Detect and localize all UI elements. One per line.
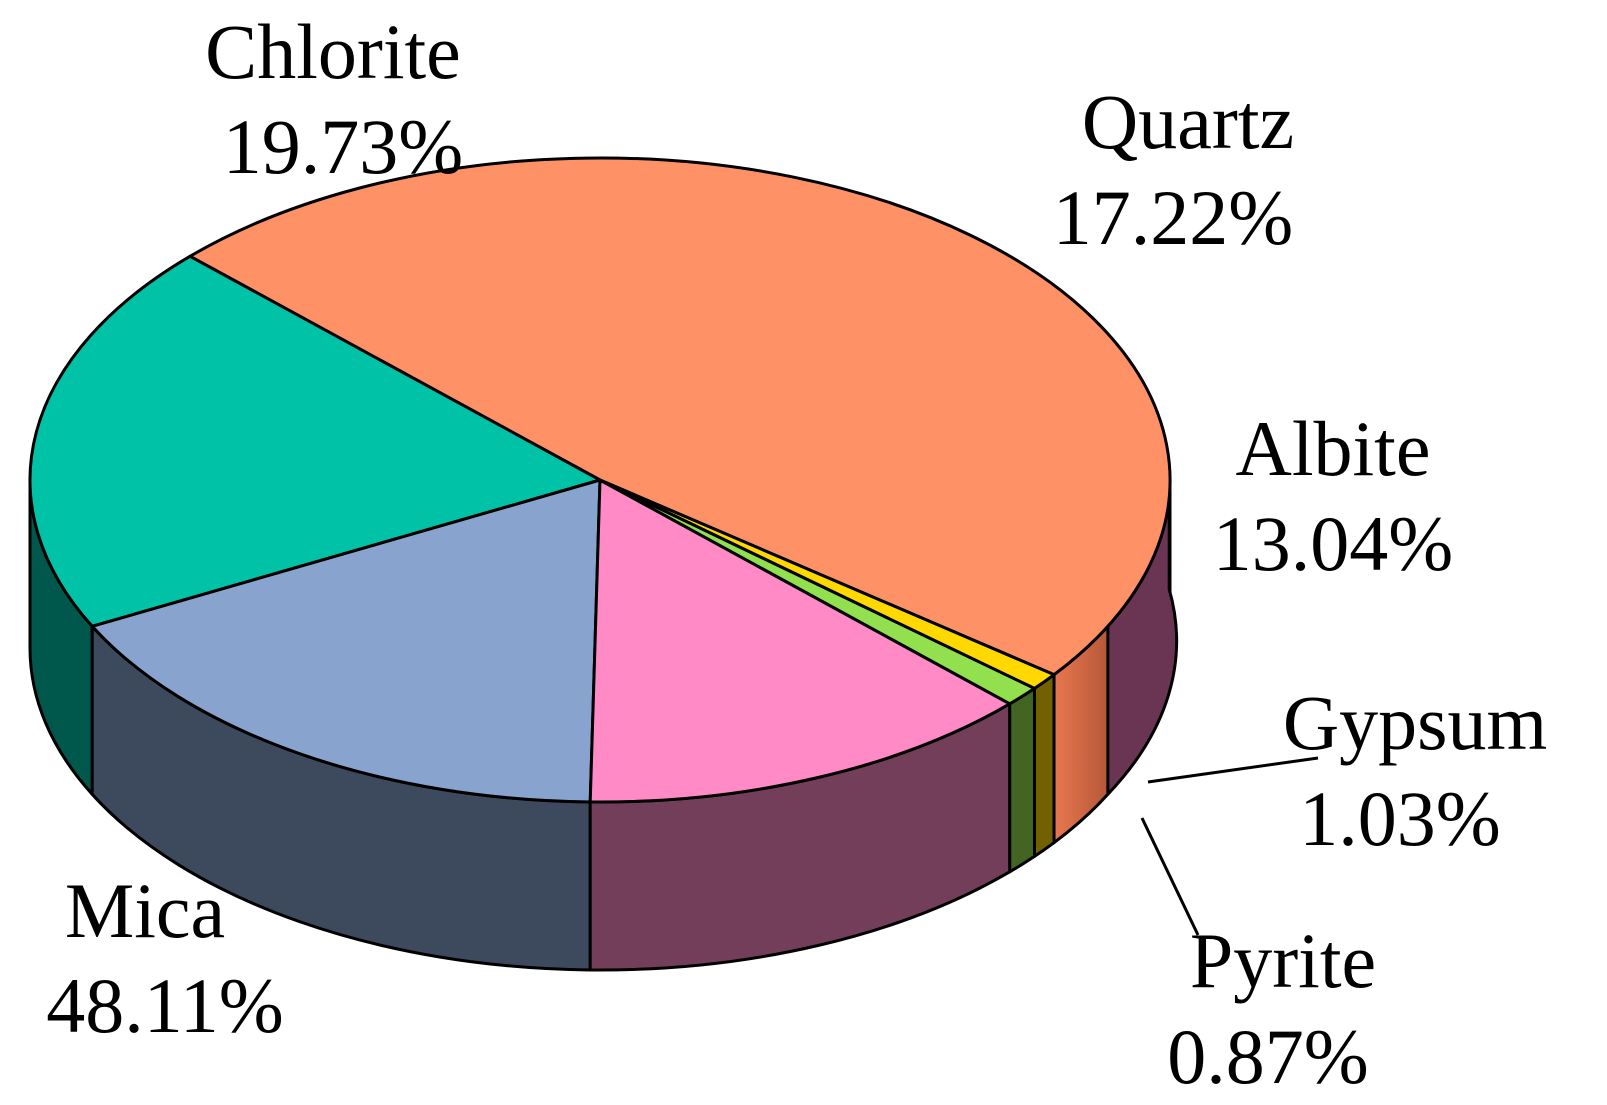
label-quartz-name: Quartz	[1082, 78, 1294, 165]
slice-pyrite	[598, 478, 1056, 690]
label-gypsum-name: Gypsum	[1283, 679, 1547, 766]
leader-line-pyrite	[1140, 817, 1200, 936]
label-chlorite-name: Chlorite	[205, 8, 461, 95]
slice-labels: Chlorite 19.73% Quartz 17.22% Albite 13.…	[46, 8, 1547, 1100]
slice-mica	[188, 156, 1172, 677]
pie-top-faces	[28, 156, 1172, 804]
label-quartz-percent: 17.22%	[1053, 174, 1293, 261]
label-albite-name: Albite	[1236, 405, 1431, 492]
slice-albite	[588, 478, 1012, 804]
label-pyrite-percent: 0.87%	[1167, 1013, 1368, 1100]
label-chlorite-percent: 19.73%	[223, 103, 463, 190]
label-mica-percent: 48.11%	[46, 962, 284, 1049]
slice-quartz	[90, 478, 602, 804]
label-mica-name: Mica	[65, 867, 225, 954]
label-gypsum-percent: 1.03%	[1299, 775, 1500, 862]
slice-chlorite	[28, 254, 602, 628]
label-pyrite-name: Pyrite	[1190, 917, 1376, 1004]
side-wall-pyrite	[1033, 673, 1056, 858]
side-wall-gypsum	[1008, 686, 1037, 874]
label-albite-percent: 13.04%	[1213, 500, 1453, 587]
leader-line-gypsum	[1147, 756, 1319, 784]
leader-lines	[1140, 756, 1319, 936]
